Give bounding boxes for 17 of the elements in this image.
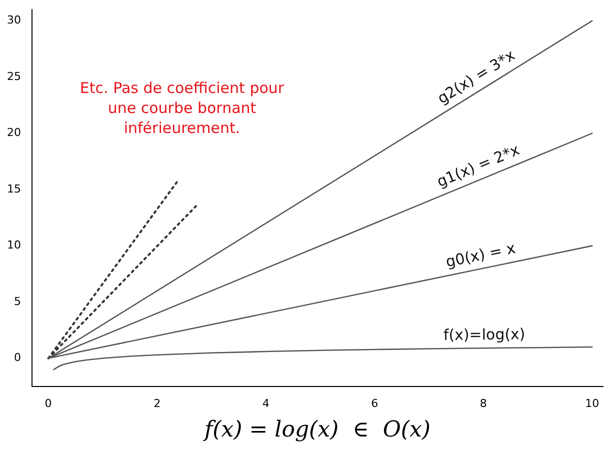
- series-label: f(x)=log(x): [443, 325, 526, 344]
- y-tick-label: 20: [6, 126, 21, 140]
- y-tick-label: 0: [14, 351, 21, 364]
- x-tick-label: 2: [154, 396, 161, 410]
- y-tick-label: 15: [6, 182, 21, 196]
- x-tick-label: 6: [371, 396, 378, 410]
- y-tick-label: 25: [6, 70, 21, 83]
- y-tick-label: 5: [14, 294, 21, 308]
- y-tick-label: 30: [6, 14, 21, 27]
- x-tick-label: 4: [262, 396, 270, 410]
- x-tick-label: 0: [44, 396, 52, 410]
- x-axis-title: f(x) = log(x) ∈ O(x): [202, 418, 430, 443]
- x-tick-label: 8: [480, 396, 487, 410]
- text: g0(x) = x: [444, 238, 518, 271]
- x-tick-label: 10: [585, 396, 600, 410]
- annotation: Etc. Pas de coefficient pour une courbe bornant inférieurement.: [80, 78, 285, 137]
- y-tick-label: 10: [6, 238, 21, 252]
